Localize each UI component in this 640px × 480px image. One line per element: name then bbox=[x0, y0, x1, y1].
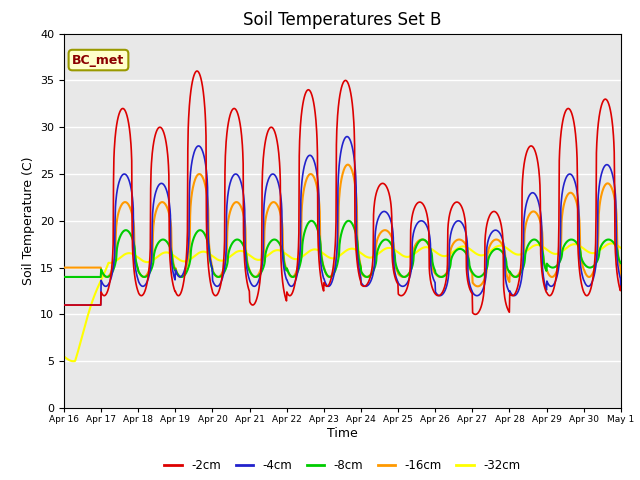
-8cm bbox=[170, 265, 178, 271]
-32cm bbox=[246, 253, 254, 259]
-32cm bbox=[184, 258, 192, 264]
-16cm bbox=[502, 270, 510, 276]
-8cm bbox=[551, 264, 559, 270]
Line: -4cm: -4cm bbox=[64, 137, 621, 305]
-2cm bbox=[617, 283, 625, 289]
-16cm bbox=[617, 274, 625, 280]
-4cm bbox=[246, 279, 254, 285]
-8cm bbox=[502, 257, 509, 263]
-4cm bbox=[617, 283, 625, 289]
X-axis label: Time: Time bbox=[327, 427, 358, 440]
-16cm bbox=[552, 271, 559, 277]
-8cm bbox=[617, 260, 625, 266]
-2cm bbox=[429, 287, 437, 293]
-16cm bbox=[170, 264, 178, 270]
-4cm bbox=[551, 279, 559, 285]
-2cm bbox=[502, 302, 510, 308]
Legend: -2cm, -4cm, -8cm, -16cm, -32cm: -2cm, -4cm, -8cm, -16cm, -32cm bbox=[160, 455, 525, 477]
-8cm bbox=[429, 263, 437, 268]
Line: -16cm: -16cm bbox=[64, 165, 621, 286]
-16cm bbox=[429, 267, 437, 273]
-4cm bbox=[170, 275, 178, 280]
-2cm bbox=[184, 147, 191, 153]
-8cm bbox=[60, 274, 68, 280]
-4cm bbox=[184, 250, 191, 255]
-4cm bbox=[60, 302, 68, 308]
-4cm bbox=[343, 134, 351, 140]
-8cm bbox=[184, 266, 191, 272]
-16cm bbox=[474, 283, 481, 289]
-16cm bbox=[184, 257, 191, 263]
Title: Soil Temperatures Set B: Soil Temperatures Set B bbox=[243, 11, 442, 29]
Line: -2cm: -2cm bbox=[64, 71, 621, 314]
-8cm bbox=[308, 218, 316, 224]
-32cm bbox=[607, 240, 615, 246]
-32cm bbox=[60, 354, 68, 360]
-4cm bbox=[502, 278, 509, 284]
Line: -32cm: -32cm bbox=[64, 243, 621, 361]
-32cm bbox=[617, 245, 625, 251]
-2cm bbox=[246, 300, 254, 306]
-2cm bbox=[60, 302, 68, 308]
-2cm bbox=[552, 278, 559, 284]
-2cm bbox=[472, 312, 479, 317]
-16cm bbox=[60, 264, 68, 270]
-8cm bbox=[246, 269, 254, 275]
-32cm bbox=[70, 358, 77, 364]
-16cm bbox=[344, 162, 351, 168]
Line: -8cm: -8cm bbox=[64, 221, 621, 277]
Text: BC_met: BC_met bbox=[72, 54, 125, 67]
-32cm bbox=[502, 245, 509, 251]
Y-axis label: Soil Temperature (C): Soil Temperature (C) bbox=[22, 156, 35, 285]
-32cm bbox=[171, 253, 179, 259]
-16cm bbox=[246, 269, 254, 275]
-4cm bbox=[429, 275, 437, 281]
-32cm bbox=[551, 251, 559, 257]
-2cm bbox=[193, 68, 201, 74]
-32cm bbox=[429, 247, 437, 253]
-2cm bbox=[170, 287, 178, 292]
